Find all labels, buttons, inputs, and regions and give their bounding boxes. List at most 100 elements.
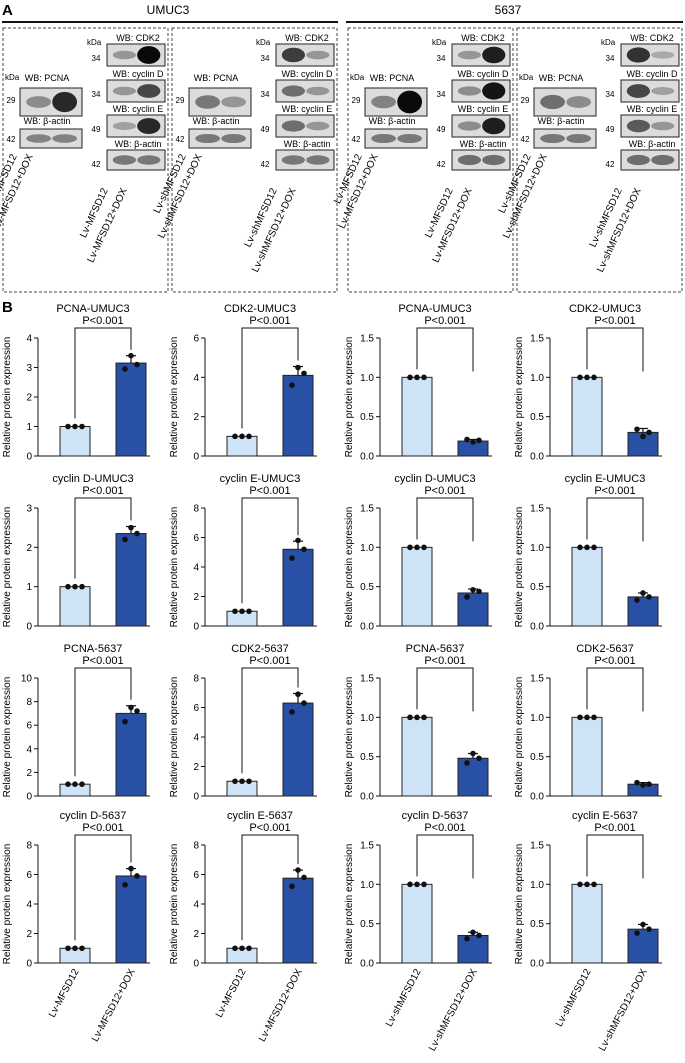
- blot-band-strip-band: [651, 121, 675, 131]
- x-category-label: Lv-MFSD12+DOX: [90, 967, 138, 1044]
- data-point: [72, 945, 78, 952]
- blot-title: WB: β-actin: [629, 139, 676, 149]
- y-tick-label: 1.5: [360, 674, 374, 685]
- bar-treated: [282, 548, 314, 627]
- data-point: [640, 590, 646, 596]
- data-point: [646, 429, 652, 436]
- bar-chart-8: cyclin E-UMUC3 0.0 0.5 1.0 1.5 Relative prote…: [514, 473, 662, 633]
- kda-value: 34: [261, 54, 270, 63]
- bar-treated: [282, 702, 314, 797]
- y-tick-label: 4: [26, 744, 32, 755]
- data-point: [591, 374, 597, 381]
- chart-title: CDK2-5637: [231, 643, 288, 655]
- bar-treated: [457, 934, 489, 964]
- y-axis-label: Relative protein expression: [344, 507, 355, 628]
- significance-bracket: [241, 834, 299, 941]
- y-tick-label: 1.0: [530, 373, 544, 384]
- y-tick-label: 10: [21, 674, 33, 685]
- blot-band-strip-band: [482, 154, 506, 166]
- bar-chart-2: CDK2-UMUC3 0 2 4 6 Relative protein expressio…: [169, 303, 317, 463]
- y-tick-label: 1.0: [360, 543, 374, 554]
- p-value-label: P<0.001: [249, 485, 290, 497]
- blot-band-strip-band: [137, 118, 161, 134]
- y-tick-label: 2: [193, 762, 199, 773]
- data-point: [239, 433, 245, 440]
- p-value-label: P<0.001: [249, 822, 290, 834]
- data-point: [122, 882, 128, 888]
- data-point: [464, 935, 470, 942]
- blot-title: WB: cyclin D: [112, 69, 164, 79]
- blot-pcna-band: [566, 96, 592, 108]
- bar-treated: [282, 374, 314, 457]
- blot-band-strip-band: [457, 121, 481, 131]
- p-value-label: P<0.001: [594, 485, 635, 497]
- blot-band-strip-band: [651, 154, 675, 166]
- y-tick-label: 1.0: [530, 880, 544, 891]
- y-tick-label: 4: [26, 334, 32, 345]
- significance-bracket: [241, 497, 299, 604]
- y-tick-label: 1.5: [360, 334, 374, 345]
- blot-pcna-band: [26, 96, 51, 108]
- blot-band-strip-band: [281, 155, 305, 165]
- y-tick-label: 0.5: [530, 412, 544, 423]
- y-tick-label: 1.0: [360, 373, 374, 384]
- kda-value: 42: [7, 135, 16, 144]
- data-point: [414, 544, 420, 551]
- kda-value: 34: [437, 90, 446, 99]
- y-tick-label: 1: [26, 422, 32, 433]
- p-value-label: P<0.001: [424, 485, 465, 497]
- y-tick-label: 6: [193, 870, 199, 881]
- y-tick-label: 1.5: [530, 674, 544, 685]
- x-category-label: Lv-shMFSD12: [554, 967, 594, 1029]
- blot-actin: [533, 128, 597, 149]
- bar-chart-1: PCNA-UMUC3 0 1 2 3 4 Relative protein expressi…: [2, 303, 150, 463]
- bar-chart-9: PCNA-5637 0 2 4 6 8 10 Relative protein express…: [2, 643, 150, 803]
- data-point: [421, 374, 427, 381]
- data-point: [634, 426, 640, 433]
- y-tick-label: 0.0: [530, 959, 544, 970]
- blot-band-strip-band: [281, 120, 305, 132]
- data-point: [295, 364, 301, 371]
- y-tick-label: 0.5: [530, 752, 544, 763]
- y-tick-label: 1.0: [360, 880, 374, 891]
- kda-label: kDa: [350, 73, 365, 82]
- bar-control: [59, 426, 91, 457]
- kda-value: 34: [606, 90, 615, 99]
- kda-label: kDa: [87, 38, 102, 47]
- kda-value: 29: [176, 96, 185, 105]
- blot-band-strip-band: [482, 46, 506, 64]
- p-value-label: P<0.001: [594, 315, 635, 327]
- chart-title: CDK2-UMUC3: [569, 303, 641, 315]
- kda-value: 29: [521, 96, 530, 105]
- blot-actin-band: [540, 133, 565, 144]
- x-category-label: Lv-MFSD12: [47, 967, 82, 1020]
- blot-title: WB: cyclin E: [458, 104, 509, 114]
- blot-actin-band: [566, 133, 592, 144]
- kda-value: 42: [176, 135, 185, 144]
- bar-chart-10: CDK2-5637 0 2 4 6 8 Relative protein expressio…: [169, 643, 317, 803]
- kda-value: 42: [521, 135, 530, 144]
- blot-title-pcna: WB: PCNA: [194, 73, 239, 83]
- significance-bracket: [74, 834, 132, 941]
- data-point: [470, 750, 476, 757]
- y-tick-label: 1.5: [530, 504, 544, 515]
- y-tick-label: 3: [26, 363, 32, 374]
- blot-band-strip-band: [651, 87, 675, 95]
- x-category-label: Lv-shMFSD12+DOX: [597, 967, 650, 1053]
- data-point: [72, 423, 78, 430]
- data-point: [246, 608, 252, 615]
- blot-band-strip-band: [482, 117, 506, 135]
- y-tick-label: 0: [26, 792, 32, 803]
- data-point: [128, 524, 134, 531]
- y-tick-label: 6: [193, 533, 199, 544]
- y-tick-label: 0: [26, 452, 32, 463]
- p-value-label: P<0.001: [82, 822, 123, 834]
- bar-treated: [115, 533, 147, 627]
- blot-band-strip: [275, 114, 335, 138]
- kda-label: kDa: [601, 38, 616, 47]
- kda-value: 42: [261, 160, 270, 169]
- data-point: [289, 382, 295, 389]
- y-axis-label: Relative protein expression: [169, 507, 180, 628]
- y-axis-label: Relative protein expression: [169, 844, 180, 965]
- data-point: [414, 714, 420, 721]
